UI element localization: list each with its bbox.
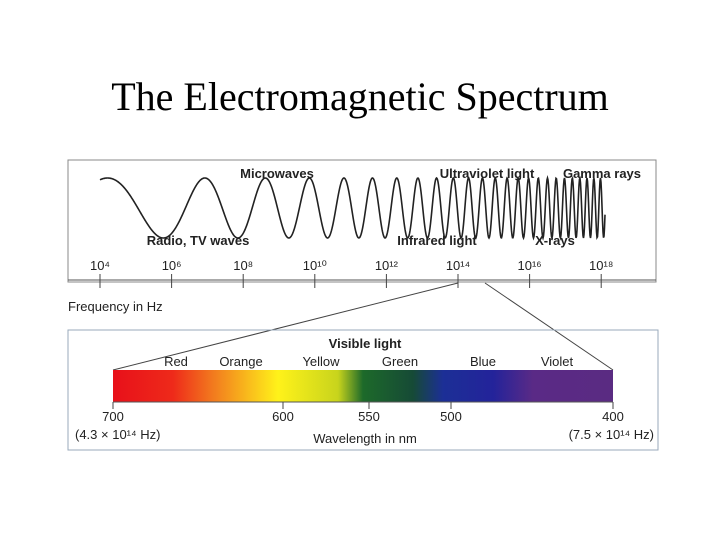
band-label: Microwaves bbox=[240, 166, 314, 181]
axis-label: Frequency in Hz bbox=[68, 299, 163, 314]
band-label: Infrared light bbox=[397, 233, 477, 248]
tick-label: 10¹² bbox=[375, 258, 399, 273]
visible-box bbox=[67, 329, 659, 451]
zoom-line bbox=[484, 282, 614, 371]
tick-label: 550 bbox=[358, 409, 380, 424]
spectrum-box bbox=[67, 159, 657, 283]
zoom-line bbox=[112, 282, 459, 371]
tick-label: 10¹⁴ bbox=[446, 258, 470, 273]
band-label: Gamma rays bbox=[563, 166, 641, 181]
color-label: Blue bbox=[470, 354, 496, 369]
tick-label: 10¹⁰ bbox=[303, 258, 327, 273]
color-label: Yellow bbox=[302, 354, 340, 369]
tick-label: 10¹⁸ bbox=[589, 258, 613, 273]
band-label: X-rays bbox=[535, 233, 575, 248]
color-label: Green bbox=[382, 354, 418, 369]
tick-label: 10⁸ bbox=[233, 258, 253, 273]
band-label: Radio, TV waves bbox=[147, 233, 250, 248]
color-label: Violet bbox=[541, 354, 574, 369]
tick-label: 600 bbox=[272, 409, 294, 424]
tick-label: 10⁴ bbox=[90, 258, 110, 273]
frequency-note: (4.3 × 10¹⁴ Hz) bbox=[75, 427, 160, 442]
tick-label: 500 bbox=[440, 409, 462, 424]
tick-label: 400 bbox=[602, 409, 624, 424]
tick-label: 10¹⁶ bbox=[518, 258, 542, 273]
wave bbox=[99, 174, 606, 241]
axis-label: Wavelength in nm bbox=[313, 431, 417, 446]
visible-band bbox=[113, 370, 613, 402]
color-label: Red bbox=[164, 354, 188, 369]
band-label: Ultraviolet light bbox=[440, 166, 535, 181]
color-label: Orange bbox=[219, 354, 262, 369]
visible-title: Visible light bbox=[329, 336, 402, 351]
frequency-note: (7.5 × 10¹⁴ Hz) bbox=[569, 427, 654, 442]
tick-label: 10⁶ bbox=[162, 258, 182, 273]
slide-title: The Electromagnetic Spectrum bbox=[111, 74, 609, 119]
tick-label: 700 bbox=[102, 409, 124, 424]
